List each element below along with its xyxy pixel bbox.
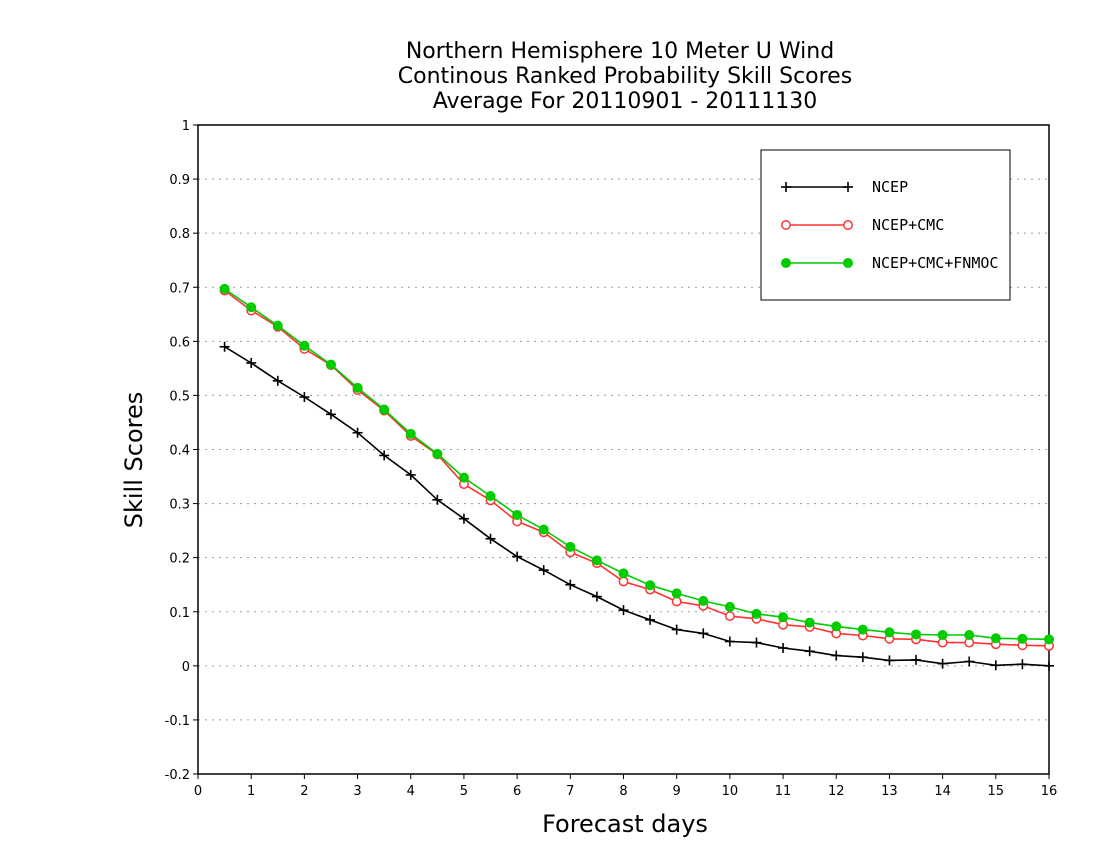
data-point-ncep-cmc-fnmoc bbox=[990, 633, 1001, 644]
series-line-ncep bbox=[224, 346, 1050, 667]
data-point-ncep-cmc-fnmoc bbox=[591, 555, 602, 566]
y-tick-label: 0.5 bbox=[169, 389, 190, 404]
chart-subtitle-2: Average For 20110901 - 20111130 bbox=[433, 89, 818, 114]
y-tick-label: 0.7 bbox=[169, 281, 190, 296]
data-point-ncep-cmc-fnmoc bbox=[884, 627, 895, 638]
legend-marker-ncep-cmc-fnmoc bbox=[781, 258, 791, 268]
legend-label-ncep: NCEP bbox=[872, 178, 908, 196]
y-tick-label: 0 bbox=[182, 660, 190, 675]
data-point-ncep-cmc-fnmoc bbox=[937, 630, 948, 641]
grid bbox=[198, 178, 1049, 721]
data-point-ncep-cmc-fnmoc bbox=[1017, 633, 1028, 644]
series-ncep bbox=[219, 341, 1054, 671]
legend-entries: NCEP NCEP+CMC NCEP+CMC+FNMOC bbox=[781, 178, 998, 272]
x-tick-label: 10 bbox=[722, 784, 739, 799]
data-point-ncep-cmc-fnmoc bbox=[698, 595, 709, 606]
tick-labels: -0.2-0.100.10.20.30.40.50.60.70.80.910 1 2… bbox=[165, 119, 1058, 799]
legend-marker-ncep-cmc bbox=[843, 220, 853, 230]
x-tick-label: 13 bbox=[881, 784, 898, 799]
data-point-ncep-cmc-fnmoc bbox=[432, 448, 443, 459]
data-point-ncep-cmc bbox=[671, 596, 682, 607]
data-point-ncep-cmc-fnmoc bbox=[352, 382, 363, 393]
chart-title: Northern Hemisphere 10 Meter U Wind bbox=[406, 39, 834, 64]
y-tick-label: 1 bbox=[182, 119, 190, 134]
data-point-ncep-cmc-fnmoc bbox=[1044, 634, 1054, 645]
data-point-ncep-cmc-fnmoc bbox=[857, 624, 868, 635]
axis-ticks bbox=[193, 124, 1050, 779]
data-point-ncep-cmc-fnmoc bbox=[458, 472, 469, 483]
chart-subtitle: Continous Ranked Probability Skill Score… bbox=[398, 64, 852, 89]
x-tick-label: 12 bbox=[828, 784, 845, 799]
x-tick-label: 3 bbox=[353, 784, 361, 799]
data-point-ncep-cmc bbox=[618, 576, 629, 587]
y-tick-label: 0.6 bbox=[169, 335, 190, 350]
series-line-ncep-cmc-fnmoc bbox=[224, 288, 1050, 641]
data-point-ncep-cmc-fnmoc bbox=[485, 491, 496, 502]
y-tick-label: 0.1 bbox=[169, 606, 190, 621]
data-point-ncep-cmc-fnmoc bbox=[299, 340, 310, 351]
legend-entry-ncep: NCEP bbox=[781, 178, 908, 196]
data-point-ncep-cmc-fnmoc bbox=[618, 568, 629, 579]
data-point-ncep-cmc-fnmoc bbox=[219, 283, 230, 294]
series-layer bbox=[219, 283, 1054, 671]
data-point-ncep-cmc-fnmoc bbox=[246, 302, 257, 313]
series-ncep-cmc-fnmoc bbox=[219, 283, 1054, 645]
x-tick-label: 14 bbox=[934, 784, 951, 799]
data-point-ncep-cmc-fnmoc bbox=[645, 580, 656, 591]
data-point-ncep-cmc-fnmoc bbox=[751, 608, 762, 619]
y-tick-label: -0.1 bbox=[165, 714, 190, 729]
data-point-ncep-cmc-fnmoc bbox=[724, 601, 735, 612]
y-tick-label: 0.2 bbox=[169, 552, 190, 567]
data-point-ncep-cmc bbox=[724, 611, 735, 622]
data-point-ncep-cmc-fnmoc bbox=[565, 541, 576, 552]
data-point-ncep-cmc-fnmoc bbox=[512, 509, 523, 520]
legend-marker-ncep-cmc-fnmoc bbox=[843, 258, 853, 268]
data-point-ncep-cmc-fnmoc bbox=[405, 428, 416, 439]
legend: NCEP NCEP+CMC NCEP+CMC+FNMOC bbox=[760, 149, 1011, 301]
x-tick-label: 16 bbox=[1041, 784, 1058, 799]
data-point-ncep-cmc-fnmoc bbox=[538, 524, 549, 535]
x-tick-label: 7 bbox=[566, 784, 574, 799]
y-axis-title: Skill Scores bbox=[120, 392, 148, 529]
plot-area bbox=[197, 124, 1050, 775]
legend-entry-ncep-cmc: NCEP+CMC bbox=[781, 216, 944, 234]
data-point-ncep-cmc-fnmoc bbox=[671, 588, 682, 599]
x-tick-label: 1 bbox=[247, 784, 255, 799]
y-tick-label: 0.3 bbox=[169, 498, 190, 513]
legend-marker-ncep-cmc bbox=[781, 220, 791, 230]
x-tick-label: 8 bbox=[619, 784, 627, 799]
y-tick-label: 0.9 bbox=[169, 173, 190, 188]
x-axis-title: Forecast days bbox=[542, 810, 708, 838]
y-tick-label: -0.2 bbox=[165, 768, 190, 783]
x-tick-label: 2 bbox=[300, 784, 308, 799]
legend-entry-ncep-cmc-fnmoc: NCEP+CMC+FNMOC bbox=[781, 254, 998, 272]
y-tick-label: 0.8 bbox=[169, 227, 190, 242]
data-point-ncep-cmc-fnmoc bbox=[272, 320, 283, 331]
x-tick-label: 5 bbox=[460, 784, 468, 799]
x-tick-label: 11 bbox=[775, 784, 792, 799]
y-tick-label: 0.4 bbox=[169, 444, 190, 459]
data-point-ncep-cmc-fnmoc bbox=[804, 617, 815, 628]
data-point-ncep-cmc-fnmoc bbox=[911, 629, 922, 640]
legend-label-ncep-cmc: NCEP+CMC bbox=[872, 216, 944, 234]
x-tick-label: 0 bbox=[194, 784, 202, 799]
x-tick-label: 9 bbox=[673, 784, 681, 799]
data-point-ncep-cmc-fnmoc bbox=[778, 612, 789, 623]
data-point-ncep-cmc-fnmoc bbox=[325, 359, 336, 370]
x-tick-label: 4 bbox=[407, 784, 415, 799]
data-point-ncep-cmc-fnmoc bbox=[964, 630, 975, 641]
data-point-ncep-cmc-fnmoc bbox=[831, 621, 842, 632]
data-point-ncep-cmc-fnmoc bbox=[379, 404, 390, 415]
x-tick-label: 15 bbox=[988, 784, 1005, 799]
legend-label-ncep-cmc-fnmoc: NCEP+CMC+FNMOC bbox=[872, 254, 998, 272]
series-line-ncep-cmc bbox=[224, 289, 1050, 647]
x-tick-label: 6 bbox=[513, 784, 521, 799]
